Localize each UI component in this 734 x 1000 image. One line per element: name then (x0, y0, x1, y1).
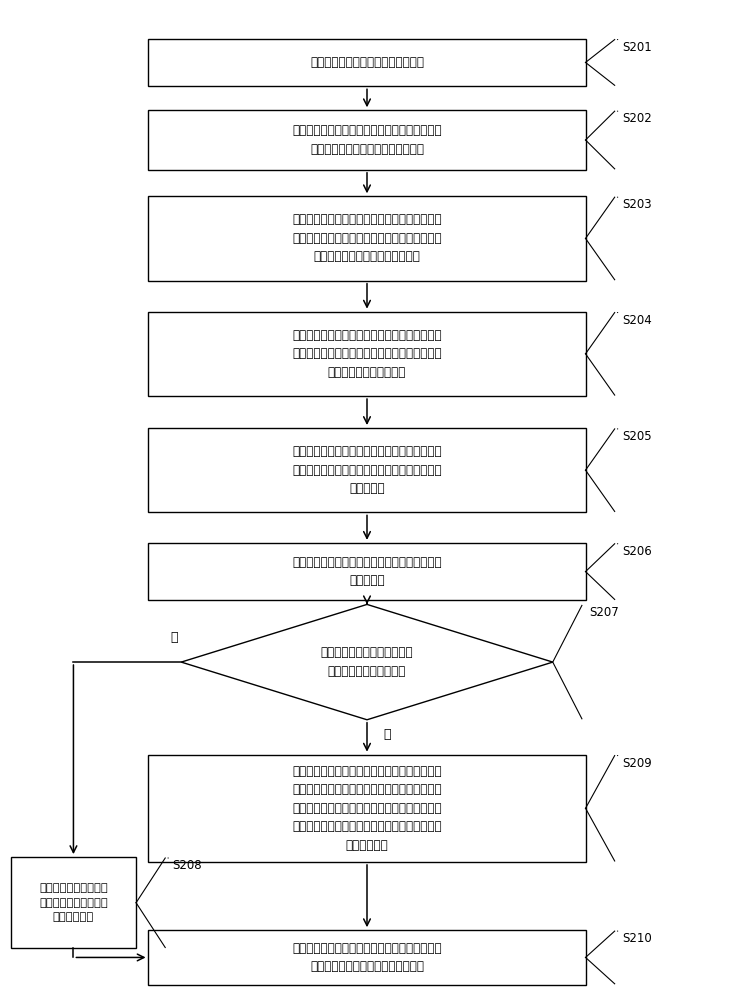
Text: S209: S209 (622, 757, 652, 770)
Text: 否: 否 (170, 631, 178, 644)
FancyBboxPatch shape (148, 312, 586, 396)
Text: S210: S210 (622, 932, 652, 945)
FancyBboxPatch shape (11, 857, 136, 948)
Text: 是: 是 (383, 728, 390, 741)
Text: S201: S201 (622, 41, 652, 54)
Text: S202: S202 (622, 112, 652, 125)
FancyBboxPatch shape (148, 196, 586, 281)
FancyBboxPatch shape (148, 543, 586, 600)
Text: 实时获取当前图像以及当前惯性数据: 实时获取当前图像以及当前惯性数据 (310, 56, 424, 69)
Text: 针对目标关键帧进行回环检测
并判断回环检测是否成功: 针对目标关键帧进行回环检测 并判断回环检测是否成功 (321, 646, 413, 678)
Text: 将优化后的相关关键帧以及回环地图点更新地图
库，以及反馈给滤波器进行状态更新: 将优化后的相关关键帧以及回环地图点更新地图 库，以及反馈给滤波器进行状态更新 (292, 942, 442, 973)
Text: S208: S208 (172, 859, 202, 872)
FancyBboxPatch shape (148, 39, 586, 86)
FancyBboxPatch shape (148, 428, 586, 512)
Text: S205: S205 (622, 430, 652, 443)
Text: 将关键帧队列中的多帧关键帧中与目标关键帧共
视的特征点，还原到关键帧列表中获取时间最新
的关键帧中: 将关键帧队列中的多帧关键帧中与目标关键帧共 视的特征点，还原到关键帧列表中获取时… (292, 445, 442, 495)
Text: 当达到第一唤醒时间时，从关键帧队列中提取出
目标关键帧；目标关键帧为关键帧队列中获取时
间距离当前最长的关键帧: 当达到第一唤醒时间时，从关键帧队列中提取出 目标关键帧；目标关键帧为关键帧队列中… (292, 329, 442, 379)
Text: 从关键帧队列的各个关键帧上的特征点中筛选出
多个地图点: 从关键帧队列的各个关键帧上的特征点中筛选出 多个地图点 (292, 556, 442, 587)
Text: S207: S207 (589, 606, 619, 619)
Text: 将相关关键帧的信息输入全局光束法平差模型中
，通过全局光束法平差模型对相关关键帧以及回
环地图点进行优化；相关关键帧包括回环检测到
的回环帧以及目标关键帧，回环: 将相关关键帧的信息输入全局光束法平差模型中 ，通过全局光束法平差模型对相关关键帧… (292, 765, 442, 852)
Text: 每获取到一帧当前图像，则基于当前的惯性数据
，跟踪得到当前图像上的多个特征点: 每获取到一帧当前图像，则基于当前的惯性数据 ，跟踪得到当前图像上的多个特征点 (292, 124, 442, 156)
Polygon shape (181, 604, 553, 720)
FancyBboxPatch shape (148, 110, 586, 170)
Text: S204: S204 (622, 314, 652, 327)
Text: S203: S203 (622, 198, 652, 211)
Text: 将多个地图点、目标关
键帧及其共视关系，更
新到地图库中: 将多个地图点、目标关 键帧及其共视关系，更 新到地图库中 (39, 883, 108, 922)
FancyBboxPatch shape (148, 930, 586, 985)
FancyBboxPatch shape (148, 755, 586, 862)
Text: 将多个特征点的信息以及惯性数据输入滤波器中
，进行滤波器预测和更新，并输出当前位姿、关
键帧的信息以及多个特征点的信息: 将多个特征点的信息以及惯性数据输入滤波器中 ，进行滤波器预测和更新，并输出当前位… (292, 213, 442, 263)
Text: S206: S206 (622, 545, 652, 558)
